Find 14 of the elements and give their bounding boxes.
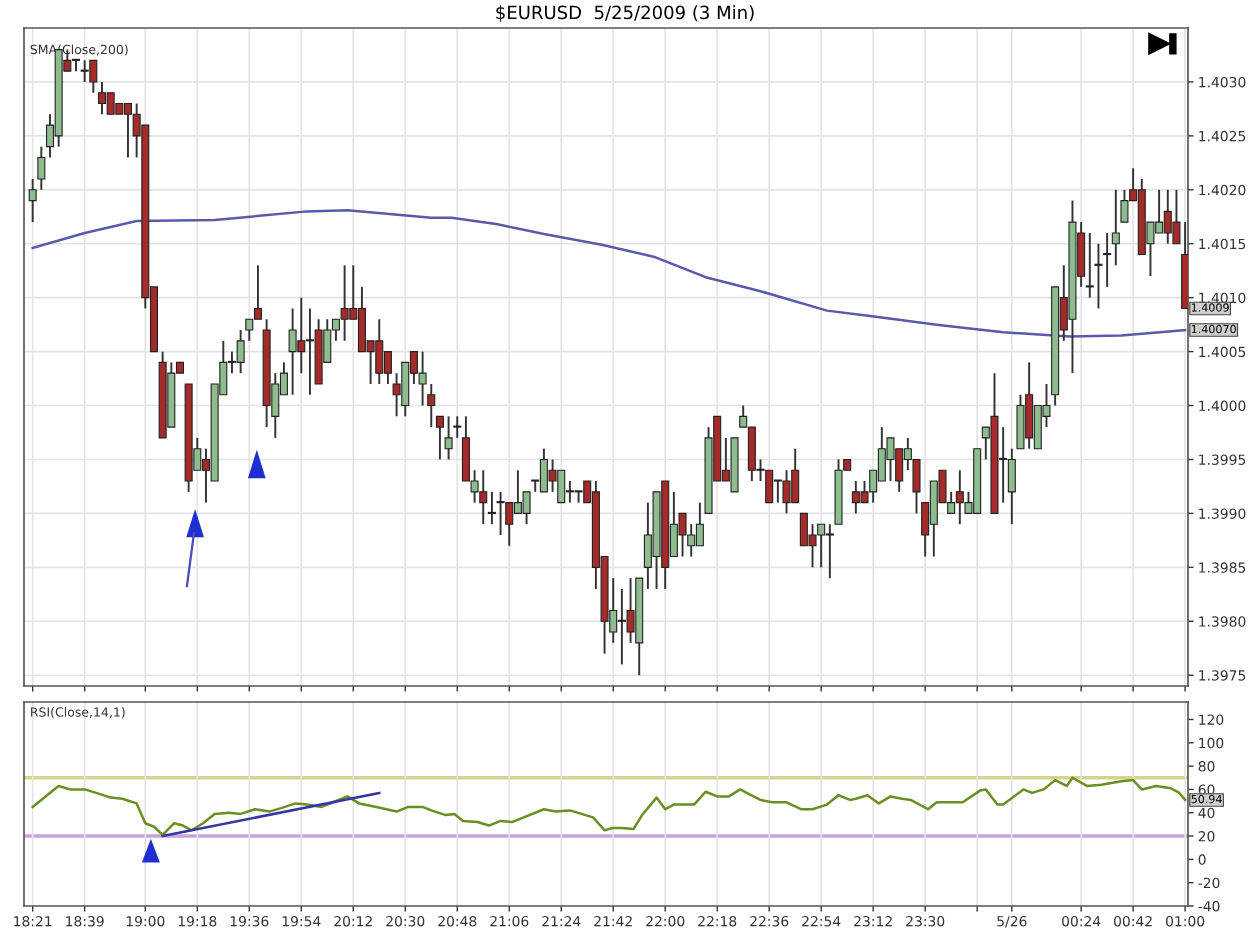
candlestick [89,59,98,94]
line-series [31,209,1187,338]
candlestick [123,102,133,159]
candlestick [340,264,349,342]
candlestick [97,80,107,116]
candlestick [106,91,115,116]
candlestick [444,415,453,461]
candlestick [782,469,791,515]
candlestick [1007,447,1016,526]
line-series [31,776,1187,837]
candlestick [496,490,505,536]
candlestick [71,58,81,73]
candlestick [80,59,89,83]
chart-title: $EURUSD 5/25/2009 (3 Min) [496,5,754,22]
